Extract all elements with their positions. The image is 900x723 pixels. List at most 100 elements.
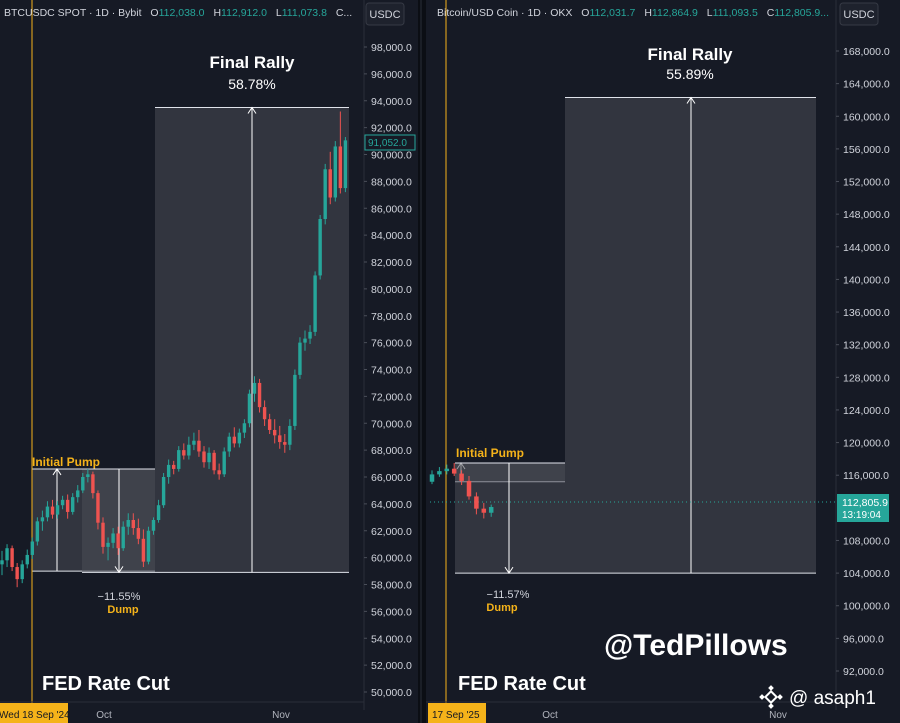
candle-body	[136, 528, 141, 539]
right-dump-arrowhead	[504, 566, 514, 575]
candle	[278, 425, 282, 449]
candle-body	[161, 477, 166, 506]
left-axis-tick-label: 62,000.0	[371, 526, 412, 538]
candle	[86, 468, 90, 483]
right-last-price-bg	[837, 494, 889, 522]
right-measurement-boxes	[455, 96, 816, 575]
left-axis-tick-label: 78,000.0	[371, 311, 412, 323]
right-axis-labels: 168,000.0 164,000.0 160,000.0 156,000.0 152,…	[836, 46, 890, 678]
candle	[20, 560, 24, 584]
candle	[15, 563, 19, 588]
left-axis-tick-label: 54,000.0	[371, 633, 412, 645]
left-axis-tick-label: 88,000.0	[371, 176, 412, 188]
left-price-axis: 98,000.0 96,000.0 94,000.0 92,000.0 90,000.0…	[363, 0, 416, 710]
candle	[182, 443, 186, 460]
right-axis-tick-label: 128,000.0	[843, 372, 890, 384]
candle-body	[429, 474, 435, 482]
candle	[252, 376, 257, 402]
right-axis-tick-label: 156,000.0	[843, 144, 890, 156]
right-open-value: 112,031.7	[589, 7, 635, 19]
candle-body	[232, 436, 236, 444]
right-countdown: 13:19:04	[842, 510, 881, 521]
left-axis-tick-label: 96,000.0	[371, 69, 412, 81]
candle-body	[466, 480, 472, 497]
credit-watermark: @ asaph1	[759, 685, 876, 709]
candle-body	[242, 423, 247, 433]
candle-body	[15, 567, 19, 580]
left-initial-pump-label: Initial Pump	[32, 455, 100, 469]
left-last-price-badge: 91,052.0	[364, 134, 416, 151]
right-dump-box	[455, 462, 565, 574]
candle	[131, 513, 135, 535]
candle	[192, 432, 196, 451]
right-currency-button[interactable]: USDC	[839, 2, 879, 26]
candle-body	[262, 407, 267, 420]
candle-body	[308, 331, 312, 339]
left-final-rally-arrowhead	[247, 106, 257, 114]
candle	[293, 369, 297, 430]
candle-body	[96, 493, 100, 523]
right-price-axis: 168,000.0 164,000.0 160,000.0 156,000.0 152,…	[835, 0, 890, 710]
candle	[141, 529, 146, 568]
right-close-value: 112,805.9...	[774, 7, 829, 19]
candle	[45, 501, 50, 522]
candle	[488, 504, 494, 517]
candle	[429, 470, 435, 485]
candle-body	[338, 146, 343, 189]
candle	[318, 214, 322, 280]
candle	[172, 460, 176, 475]
left-axis-tick-label: 86,000.0	[371, 203, 412, 215]
right-date-oct: Oct	[542, 710, 558, 721]
candle-body	[303, 338, 307, 343]
right-currency-button-bg[interactable]	[839, 2, 879, 26]
candle	[177, 446, 181, 472]
panel-divider	[418, 0, 426, 723]
left-dump-pct: −11.55%	[98, 591, 141, 603]
candle	[313, 271, 317, 336]
left-last-price-bg	[364, 134, 416, 151]
right-axis-tick-label: 108,000.0	[843, 535, 890, 547]
candle	[323, 163, 327, 225]
left-date-marker: Wed 18 Sep '24	[0, 710, 70, 721]
right-date-nov: Nov	[769, 710, 787, 721]
candle	[151, 517, 156, 535]
left-axis-tick-label: 98,000.0	[371, 42, 412, 54]
candle	[161, 472, 166, 508]
candle	[106, 537, 110, 561]
right-candles	[429, 462, 494, 519]
right-chart-header: Bitcoin/USD Coin · 1D · OKX O112,031.7 H…	[437, 7, 829, 19]
candle-body	[20, 564, 24, 580]
left-chart-header: BTCUSDC SPOT · 1D · Bybit O112,038.0 H11…	[4, 7, 352, 19]
left-axis-tick-label: 84,000.0	[371, 230, 412, 242]
candle-body	[298, 342, 302, 375]
left-final-rally-label: Final Rally	[209, 53, 295, 72]
left-axis-tick-label: 76,000.0	[371, 338, 412, 350]
candle-body	[257, 382, 262, 408]
candle	[111, 528, 115, 549]
right-currency-button-label[interactable]: USDC	[843, 9, 874, 21]
left-currency-button-bg[interactable]	[365, 2, 405, 26]
left-currency-button-label[interactable]: USDC	[369, 9, 400, 21]
candle	[298, 337, 302, 379]
candle-body	[227, 436, 231, 452]
candle-body	[212, 452, 216, 471]
credit-text: @ asaph1	[789, 688, 876, 709]
right-open-label: O	[581, 7, 589, 19]
candle	[101, 517, 105, 554]
left-symbol: BTCUSDC SPOT · 1D · Bybit	[4, 7, 142, 19]
candle	[212, 450, 216, 475]
candle	[126, 513, 130, 535]
candle	[91, 471, 95, 499]
handle-watermark: @TedPillows	[604, 629, 788, 662]
right-date-marker: 17 Sep '25	[432, 710, 480, 721]
left-date-marker-bg	[0, 703, 68, 723]
candle-body	[131, 520, 135, 529]
candle	[451, 462, 457, 477]
left-currency-button[interactable]: USDC	[365, 2, 405, 26]
candle-body	[187, 444, 191, 456]
candle	[166, 459, 171, 484]
candle	[444, 464, 450, 475]
left-time-axis: Wed 18 Sep '24 Oct Nov	[0, 701, 364, 723]
left-close-label: C...	[336, 7, 352, 19]
right-axis-tick-label: 96,000.0	[843, 633, 884, 645]
